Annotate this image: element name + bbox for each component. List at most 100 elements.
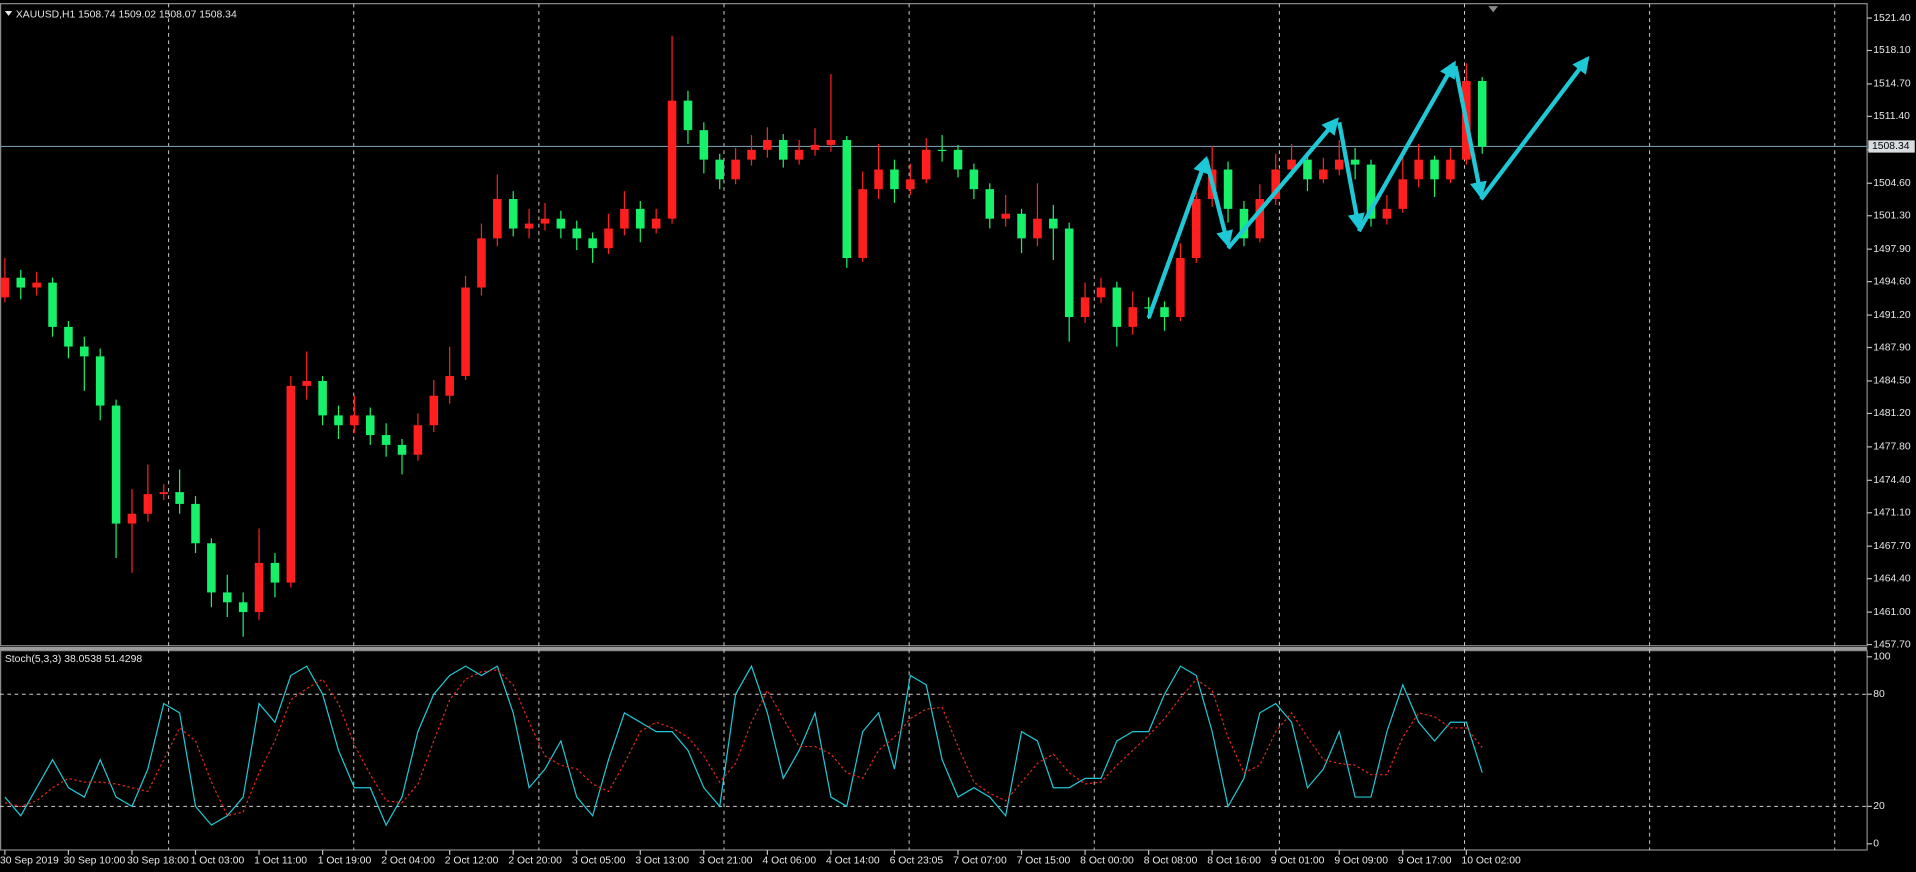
arrow <box>1453 65 1487 200</box>
candle-body <box>747 149 756 160</box>
candle-body <box>318 380 327 416</box>
candle-body <box>1366 164 1376 219</box>
candle-body <box>127 513 137 524</box>
candle-body <box>1334 159 1344 170</box>
candle-body <box>1287 159 1296 170</box>
plot-layer: 1521.401518.101514.701511.401508.001504.… <box>0 13 1915 867</box>
y-tick-label: 1501.30 <box>1873 210 1911 221</box>
y-tick-label: 20 <box>1873 801 1885 812</box>
arrow <box>1226 117 1340 250</box>
candle-body <box>175 492 184 504</box>
candle-body <box>143 494 153 514</box>
x-tick-label: 10 Oct 02:00 <box>1461 856 1521 867</box>
x-tick-label: 8 Oct 16:00 <box>1207 856 1261 867</box>
candle-body <box>842 139 852 259</box>
candle-body <box>1001 213 1010 219</box>
candle-body <box>524 223 534 229</box>
arrow <box>1146 155 1210 319</box>
candle-body <box>1414 159 1423 180</box>
candle-body <box>159 492 169 495</box>
candle-body <box>1223 169 1233 209</box>
candle-body <box>350 415 359 426</box>
candle-body <box>858 189 867 259</box>
candle-body <box>477 238 486 288</box>
x-tick-label: 4 Oct 06:00 <box>762 856 816 867</box>
stoch-line <box>4 664 1483 827</box>
x-tick-label: 3 Oct 05:00 <box>572 856 626 867</box>
candle-body <box>1112 287 1122 327</box>
x-tick-label: 1 Oct 11:00 <box>254 856 307 867</box>
candle-body <box>763 139 772 150</box>
candle-body <box>397 444 407 455</box>
current-price-label: 1508.34 <box>1872 141 1910 152</box>
candle-body <box>969 169 979 190</box>
annotation-arrows <box>1146 55 1590 319</box>
candle-body <box>1192 199 1201 259</box>
candle-body <box>95 356 105 406</box>
y-tick-label: 1504.60 <box>1873 178 1911 189</box>
y-tick-label: 1484.50 <box>1873 376 1911 387</box>
candle-body <box>620 208 629 229</box>
candle-body <box>1271 169 1280 200</box>
x-tick-label: 8 Oct 08:00 <box>1144 856 1198 867</box>
grid <box>168 3 1836 850</box>
candle-body <box>286 385 296 583</box>
candle-body <box>223 592 232 603</box>
y-tick-label: 1521.40 <box>1873 13 1911 24</box>
candle-body <box>80 346 89 357</box>
y-tick-label: 1514.70 <box>1873 79 1911 90</box>
arrow <box>1337 121 1365 231</box>
indicator-title: Stoch(5,3,3) 38.0538 51.4298 <box>5 654 142 665</box>
y-tick-label: 1467.70 <box>1873 541 1911 552</box>
y-tick-label: 1518.10 <box>1873 45 1911 56</box>
x-tick-label: 4 Oct 14:00 <box>826 856 880 867</box>
candle-body <box>365 415 375 436</box>
candle-body <box>1446 159 1455 180</box>
x-tick-label: 2 Oct 12:00 <box>445 856 499 867</box>
candle-body <box>1303 159 1312 180</box>
candle-body <box>778 139 788 160</box>
x-tick-label: 2 Oct 04:00 <box>381 856 435 867</box>
candle-body <box>1064 228 1074 318</box>
x-tick-label: 6 Oct 23:05 <box>890 856 944 867</box>
shift-marker <box>1488 6 1499 13</box>
x-tick-label: 9 Oct 17:00 <box>1398 856 1452 867</box>
candle-body <box>556 218 566 229</box>
x-tick-label: 2 Oct 20:00 <box>508 856 562 867</box>
candle-body <box>493 199 502 239</box>
candle-body <box>16 277 26 288</box>
x-tick-label: 30 Sep 10:00 <box>64 856 126 867</box>
candle-body <box>238 602 248 613</box>
candle-body <box>191 503 200 544</box>
y-tick-label: 1511.40 <box>1873 111 1910 122</box>
candle-body <box>1160 307 1169 318</box>
stoch-line <box>4 669 1483 817</box>
x-tick-label: 7 Oct 15:00 <box>1017 856 1071 867</box>
candle-body <box>937 149 947 152</box>
arrow <box>1203 158 1233 248</box>
candle-body <box>1144 307 1153 309</box>
candle-body <box>111 405 121 524</box>
chart-title: XAUUSD,H1 1508.74 1509.02 1508.07 1508.3… <box>16 9 237 20</box>
candle-body <box>461 287 470 377</box>
candle-body <box>1033 218 1042 239</box>
candle-body <box>270 562 280 583</box>
x-tick-label: 7 Oct 07:00 <box>953 856 1007 867</box>
candle-body <box>1477 80 1487 147</box>
candle-body <box>731 159 740 180</box>
candle-body <box>1350 159 1360 165</box>
x-tick-label: 9 Oct 09:00 <box>1334 856 1388 867</box>
y-tick-label: 1487.90 <box>1873 342 1911 353</box>
candle-body <box>683 100 693 131</box>
candle-body <box>651 218 661 229</box>
stoch-panel-frame <box>0 650 1868 851</box>
candle-body <box>0 277 10 298</box>
candle-body <box>1080 297 1090 318</box>
candle-body <box>826 139 836 145</box>
y-tick-label: 1477.80 <box>1873 442 1911 453</box>
candle-body <box>699 130 709 160</box>
candle-body <box>334 415 343 426</box>
x-tick-label: 1 Oct 19:00 <box>318 856 372 867</box>
main-panel-frame <box>0 3 1868 647</box>
